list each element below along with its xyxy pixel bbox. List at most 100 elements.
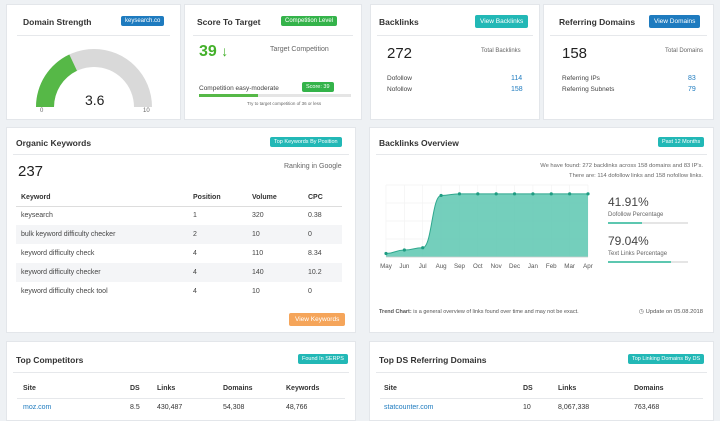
- backlinks-card: Backlinks View Backlinks 272 Total Backl…: [370, 4, 540, 120]
- cpc-cell: 0: [308, 288, 312, 295]
- data-point: [439, 193, 443, 198]
- top-referring-card: Top DS Referring Domains Top Linking Dom…: [369, 341, 714, 421]
- x-tick-label: Oct: [473, 263, 483, 270]
- column-header-keyword[interactable]: Keyword: [16, 190, 188, 207]
- score-value: 39 ↓: [199, 43, 228, 61]
- backlinks-overview-card: Backlinks Overview Past 12 Months We hav…: [369, 127, 714, 333]
- keyword-cell: keyword difficulty checker: [16, 263, 188, 282]
- x-tick-label: Dec: [509, 263, 520, 270]
- column-header-links[interactable]: Links: [558, 385, 577, 392]
- column-header-site[interactable]: Site: [23, 385, 36, 392]
- gauge-max-label: 10: [143, 108, 150, 114]
- ranking-label: Ranking in Google: [284, 163, 342, 170]
- target-competition-label: Target Competition: [270, 46, 329, 53]
- keyword-cell: keysearch: [21, 212, 53, 220]
- divider: [380, 398, 703, 399]
- text-links-bar-fill: [608, 261, 672, 263]
- dofollow-percentage-label: Dofollow Percentage: [608, 212, 664, 218]
- overview-summary-2: There are: 114 dofollow links and 158 no…: [569, 173, 703, 179]
- column-header-volume[interactable]: Volume: [247, 190, 303, 207]
- dofollow-value[interactable]: 114: [511, 75, 523, 82]
- referring-subnets-value[interactable]: 79: [688, 86, 696, 93]
- volume-cell: 10: [252, 288, 260, 295]
- gauge-min-label: 0: [40, 108, 44, 114]
- referring-domains-count: 763,468: [634, 404, 660, 411]
- position-cell: 1: [193, 212, 197, 220]
- dofollow-label: Dofollow: [387, 75, 412, 82]
- nofollow-value[interactable]: 158: [511, 86, 523, 93]
- table-row: keysearch 1 320 0.38: [16, 206, 342, 225]
- x-tick-label: Sep: [454, 263, 466, 270]
- data-point: [512, 192, 517, 196]
- domain-strength-title: Domain Strength: [23, 17, 92, 27]
- column-header-keywords[interactable]: Keywords: [286, 385, 320, 392]
- column-header-position[interactable]: Position: [188, 190, 247, 207]
- keyword-cell: keyword difficulty check tool: [21, 288, 108, 295]
- keywords-table: Keyword Position Volume CPC keysearch 1 …: [16, 190, 342, 301]
- table-row: keyword difficulty checker 4 140 10.2: [16, 263, 342, 282]
- volume-cell: 320: [252, 212, 264, 220]
- competitor-domains: 54,308: [223, 404, 245, 411]
- domains-total: 158: [562, 45, 588, 62]
- score-to-target-card: Score To Target Competition Level 39 ↓ T…: [184, 4, 362, 120]
- competitor-ds: 8.5: [130, 404, 140, 411]
- divider: [17, 35, 170, 36]
- position-cell: 4: [193, 288, 197, 295]
- column-header-ds[interactable]: DS: [523, 385, 533, 392]
- top-keywords-badge: Top Keywords By Position: [270, 137, 342, 147]
- data-point: [402, 248, 406, 252]
- view-backlinks-button[interactable]: View Backlinks: [475, 15, 529, 28]
- position-cell: 2: [188, 225, 247, 244]
- top-referring-title: Top DS Referring Domains: [379, 355, 487, 365]
- view-keywords-button[interactable]: View Keywords: [289, 313, 346, 326]
- divider: [376, 154, 707, 155]
- data-point: [476, 192, 480, 196]
- column-header-site[interactable]: Site: [384, 385, 397, 392]
- column-header-cpc[interactable]: CPC: [303, 190, 342, 207]
- x-tick-label: Aug: [436, 263, 448, 270]
- cpc-cell: 0: [303, 225, 342, 244]
- divider: [17, 398, 345, 399]
- column-header-domains[interactable]: Domains: [634, 385, 664, 392]
- competitor-site-link[interactable]: moz.com: [23, 404, 52, 411]
- referring-ips-label: Referring IPs: [562, 75, 600, 82]
- x-tick-label: Jun: [399, 263, 410, 270]
- column-header-ds[interactable]: DS: [130, 385, 140, 392]
- referring-ds: 10: [523, 404, 531, 411]
- divider: [377, 35, 533, 36]
- data-point: [457, 192, 462, 196]
- table-row: bulk keyword difficulty checker 2 10 0: [16, 225, 342, 244]
- trend-chart: May Jun Jul Aug Sep Oct Nov Dec Jan Feb Mar Apr: [380, 184, 593, 270]
- volume-cell: 110: [252, 250, 264, 257]
- top-competitors-card: Top Competitors Found In SERPS Site DS L…: [6, 341, 356, 421]
- competition-level-badge: Competition Level: [281, 16, 338, 26]
- dofollow-bar-track: [608, 222, 688, 224]
- overview-summary-1: We have found: 272 backlinks across 158 …: [540, 163, 703, 169]
- divider: [193, 35, 353, 36]
- x-tick-label: Apr: [583, 263, 593, 270]
- competitor-links: 430,487: [157, 404, 183, 411]
- table-row: keyword difficulty check tool 4 10 0: [16, 282, 342, 301]
- keyword-cell: bulk keyword difficulty checker: [16, 225, 188, 244]
- referring-site-link[interactable]: statcounter.com: [384, 404, 434, 411]
- table-header-row: Keyword Position Volume CPC: [16, 190, 342, 207]
- x-tick-label: Mar: [564, 263, 575, 270]
- x-tick-label: Jan: [528, 263, 539, 270]
- data-point: [494, 192, 498, 196]
- clock-icon: ◷: [638, 309, 644, 315]
- down-arrow-icon: ↓: [221, 43, 229, 59]
- data-point: [531, 192, 535, 196]
- total-domains-label: Total Domains: [665, 48, 704, 54]
- trend-note: Trend Chart: is a general overview of li…: [379, 309, 579, 315]
- domain-strength-value: 3.6: [85, 92, 105, 108]
- referring-ips-value[interactable]: 83: [688, 75, 696, 82]
- found-in-serps-badge: Found In SERPS: [298, 354, 348, 364]
- view-domains-button[interactable]: View Domains: [649, 15, 701, 28]
- column-header-links[interactable]: Links: [157, 385, 176, 392]
- divider: [550, 35, 707, 36]
- gauge-fill: [36, 54, 77, 107]
- trend-note-text: is a general overview of links found ove…: [413, 309, 579, 315]
- competitor-keywords: 48,766: [286, 404, 308, 411]
- column-header-domains[interactable]: Domains: [223, 385, 253, 392]
- backlinks-title: Backlinks: [379, 17, 419, 27]
